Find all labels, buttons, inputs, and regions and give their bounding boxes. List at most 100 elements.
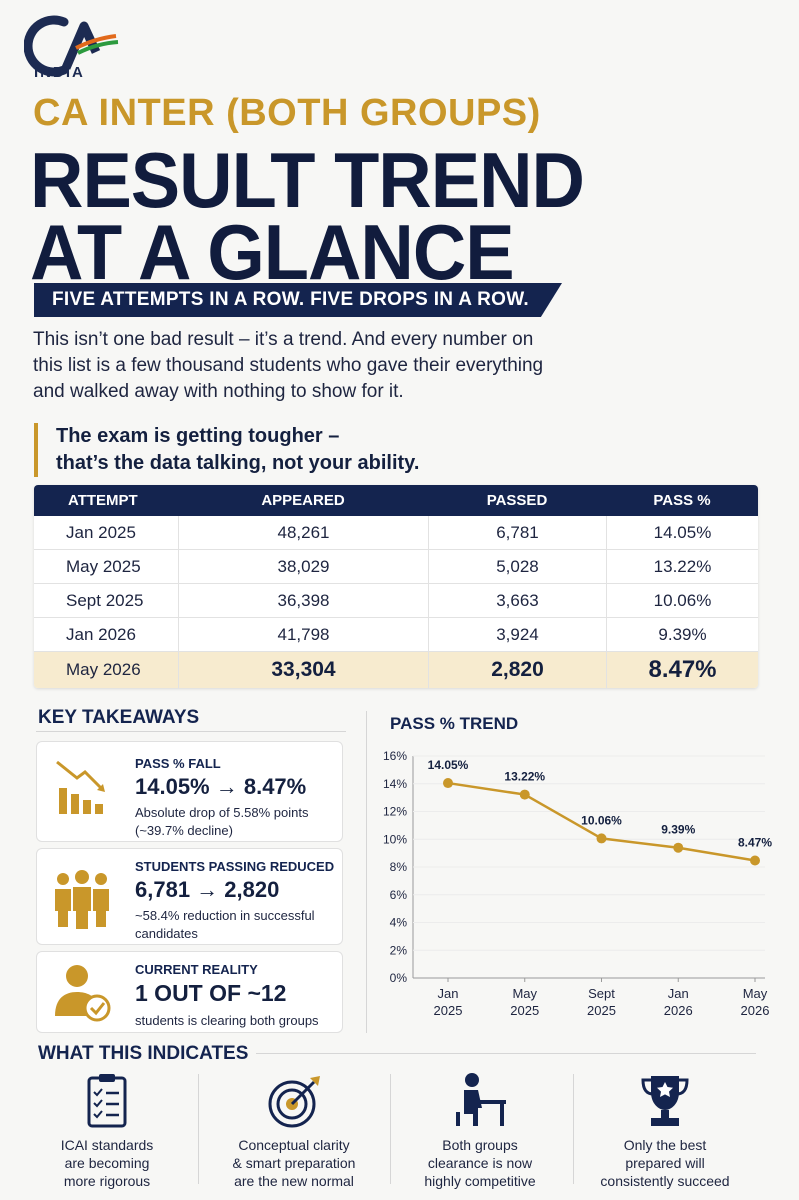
cell-attempt: May 2026 <box>66 660 141 679</box>
key-takeaways-title: KEY TAKEAWAYS <box>38 707 200 728</box>
indicator-icai-standards: ICAI standards are becoming more rigorou… <box>12 1072 202 1190</box>
table-header: ATTEMPT APPEARED PASSED PASS % <box>34 485 758 516</box>
x-tick-label: May <box>512 986 537 1001</box>
table-row-highlighted: May 2026 33,304 2,820 8.47% <box>34 652 758 688</box>
y-tick-label: 10% <box>383 832 407 846</box>
cell-pass-percent: 10.06% <box>606 584 758 617</box>
pass-percent-trend-chart: 0% 2% 4% 6% 8% 10% 12% 14% 16% Jan 2025 May 2025 Sept… <box>383 749 772 1018</box>
cell-pass-percent: 8.47% <box>606 652 758 688</box>
card-title: STUDENTS PASSING REDUCED <box>135 859 335 874</box>
cell-appeared: 48,261 <box>178 516 428 549</box>
indicator-text: Only the best prepared will consistently… <box>600 1137 730 1189</box>
table-row: Jan 2026 41,798 3,924 9.39% <box>34 618 758 652</box>
divider <box>573 1074 574 1184</box>
cell-attempt: Jan 2026 <box>66 624 136 644</box>
cell-attempt: Sept 2025 <box>66 590 144 610</box>
trophy-icon <box>641 1076 689 1126</box>
y-tick-label: 0% <box>390 971 408 985</box>
quote-line-1: The exam is getting tougher – <box>56 425 340 447</box>
cell-appeared: 36,398 <box>178 584 428 617</box>
data-label: 8.47% <box>738 835 772 849</box>
falling-bar-chart-icon <box>56 760 105 814</box>
cell-attempt: Jan 2025 <box>66 522 136 542</box>
card-value: 6,781 → 2,820 <box>135 877 280 902</box>
cell-pass-percent: 13.22% <box>606 550 758 583</box>
indicator-conceptual-clarity: Conceptual clarity & smart preparation a… <box>199 1072 389 1190</box>
what-this-indicates-title: WHAT THIS INDICATES <box>38 1043 249 1064</box>
cell-passed: 3,663 <box>428 584 606 617</box>
results-table: ATTEMPT APPEARED PASSED PASS % Jan 2025 … <box>34 485 758 688</box>
data-point <box>443 778 453 789</box>
indicator-text: ICAI standards are becoming more rigorou… <box>60 1137 154 1189</box>
table-row: Jan 2025 48,261 6,781 14.05% <box>34 516 758 550</box>
indicator-text: Conceptual clarity & smart preparation a… <box>232 1137 356 1189</box>
subtitle: CA INTER (BOTH GROUPS) <box>33 92 541 134</box>
banner-text: FIVE ATTEMPTS IN A ROW. FIVE DROPS IN A … <box>52 289 529 310</box>
cell-appeared: 38,029 <box>178 550 428 583</box>
data-point <box>750 855 760 866</box>
x-tick-label: Sept <box>588 986 615 1001</box>
quote: The exam is getting tougher – that’s the… <box>34 423 554 477</box>
card-description: students is clearing both groups <box>135 1013 319 1028</box>
y-tick-label: 16% <box>383 749 407 763</box>
user-check-icon <box>55 965 111 1022</box>
divider <box>366 711 367 1033</box>
indicator-both-groups: Both groups clearance is now highly comp… <box>385 1072 575 1190</box>
x-tick-label: Jan <box>668 986 689 1001</box>
cell-attempt: May 2025 <box>66 556 141 576</box>
quote-line-2: that’s the data talking, not your abilit… <box>56 452 420 474</box>
card-value: 1 OUT OF ~12 <box>135 980 287 1006</box>
y-tick-label: 12% <box>383 805 407 819</box>
card-value: 14.05% → 8.47% <box>135 774 307 799</box>
banner: FIVE ATTEMPTS IN A ROW. FIVE DROPS IN A … <box>34 283 562 317</box>
takeaway-card-students-passing: STUDENTS PASSING REDUCED 6,781 → 2,820 ~… <box>36 848 343 945</box>
cell-appeared: 33,304 <box>178 652 428 688</box>
target-arrow-icon <box>268 1076 320 1128</box>
card-title: PASS % FALL <box>135 756 221 771</box>
cell-passed: 2,820 <box>428 652 606 688</box>
data-point <box>596 833 607 844</box>
y-tick-label: 6% <box>390 888 408 902</box>
divider <box>390 1074 391 1184</box>
cell-passed: 3,924 <box>428 618 606 651</box>
data-point <box>519 789 530 800</box>
ca-india-logo <box>24 15 119 77</box>
y-tick-label: 2% <box>390 943 408 957</box>
table-row: May 2025 38,029 5,028 13.22% <box>34 550 758 584</box>
header-appeared: APPEARED <box>261 492 345 509</box>
x-tick-label: 2025 <box>510 1003 539 1018</box>
divider <box>36 731 346 732</box>
x-tick-label: 2026 <box>741 1003 770 1018</box>
indicator-text: Both groups clearance is now highly comp… <box>424 1137 536 1189</box>
card-description: Absolute drop of 5.58% points (~39.7% de… <box>135 805 309 838</box>
x-tick-label: 2025 <box>587 1003 616 1018</box>
intro-text: This isn’t one bad result – it’s a trend… <box>33 329 544 402</box>
student-desk-icon <box>456 1073 506 1126</box>
header-pass-percent: PASS % <box>653 492 711 509</box>
page-title-line-2: AT A GLANCE <box>30 208 515 296</box>
cell-passed: 6,781 <box>428 516 606 549</box>
data-point <box>673 842 684 853</box>
data-label: 10.06% <box>581 813 622 827</box>
table-row: Sept 2025 36,398 3,663 10.06% <box>34 584 758 618</box>
x-tick-label: Jan <box>438 986 459 1001</box>
divider <box>198 1074 199 1184</box>
takeaway-card-current-reality: CURRENT REALITY 1 OUT OF ~12 students is… <box>36 951 343 1033</box>
cell-pass-percent: 14.05% <box>606 516 758 549</box>
header-passed: PASSED <box>486 492 548 509</box>
logo-text: INDIA <box>34 64 85 81</box>
page-title-line-1: RESULT TREND <box>30 136 585 224</box>
card-title: CURRENT REALITY <box>135 962 258 977</box>
people-group-icon <box>55 870 109 929</box>
indicator-only-best: Only the best prepared will consistently… <box>570 1072 760 1190</box>
data-label: 9.39% <box>661 823 695 837</box>
chart-title: PASS % TREND <box>390 714 519 733</box>
y-tick-label: 8% <box>390 860 408 874</box>
y-tick-label: 14% <box>383 777 407 791</box>
y-tick-label: 4% <box>390 916 408 930</box>
x-tick-label: May <box>743 986 768 1001</box>
takeaway-card-pass-fall: PASS % FALL 14.05% → 8.47% Absolute drop… <box>36 741 343 842</box>
divider <box>256 1053 756 1054</box>
x-tick-label: 2026 <box>664 1003 693 1018</box>
x-tick-label: 2025 <box>434 1003 463 1018</box>
